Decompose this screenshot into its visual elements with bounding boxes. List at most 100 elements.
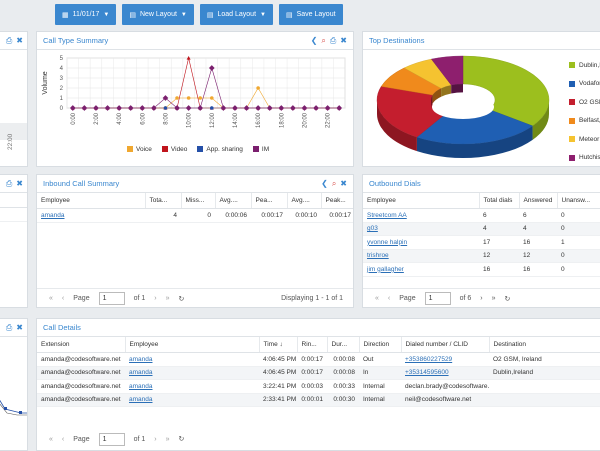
data-point[interactable]	[209, 96, 214, 100]
table-cell[interactable]: trishroe	[363, 249, 479, 263]
legend-item[interactable]: Meteor ...	[569, 130, 600, 149]
column-header[interactable]: Rin...	[297, 337, 328, 353]
data-point[interactable]	[198, 96, 203, 100]
legend-item[interactable]: Hutchis...	[569, 149, 600, 167]
zoom-icon[interactable]: ⌕	[331, 178, 337, 188]
print-icon[interactable]: ⎙	[5, 322, 13, 332]
column-header[interactable]: Total dials	[479, 193, 520, 209]
data-point[interactable]	[139, 105, 146, 111]
column-header[interactable]: Employee	[125, 337, 260, 353]
column-header[interactable]: Destination	[489, 337, 600, 353]
save-layout-button[interactable]: ▤ Save Layout	[278, 4, 343, 25]
print-icon[interactable]: ⎙	[5, 35, 13, 45]
close-icon[interactable]: ✖	[340, 36, 347, 45]
column-header[interactable]: Dialed number / CLID	[401, 337, 490, 353]
table-row[interactable]: Streetcom AA 6 6 0	[363, 208, 600, 223]
data-point[interactable]	[93, 105, 99, 111]
first-page-icon[interactable]: «	[49, 435, 53, 443]
table-row[interactable]: amanda@codesoftware.net amanda 2:33:41 PM 0…	[37, 393, 600, 407]
back-icon[interactable]: ❮	[310, 36, 318, 45]
column-header[interactable]: Employee	[363, 193, 480, 209]
page-input[interactable]: 1	[424, 292, 451, 305]
new-layout-button[interactable]: ▤ New Layout ▼	[122, 4, 194, 25]
data-point[interactable]	[256, 86, 260, 90]
first-page-icon[interactable]: «	[49, 295, 53, 302]
column-header[interactable]: Avg....	[215, 193, 252, 209]
data-point[interactable]	[163, 106, 168, 110]
table-cell[interactable]: amanda	[125, 379, 259, 394]
next-page-icon[interactable]: ›	[154, 295, 157, 302]
back-icon[interactable]: ❮	[321, 179, 328, 188]
column-header[interactable]: Answered	[519, 193, 558, 209]
refresh-icon[interactable]: ↻	[504, 295, 511, 303]
next-page-icon[interactable]: ›	[154, 435, 157, 443]
data-point[interactable]	[127, 105, 134, 111]
legend-item[interactable]: Voice	[127, 146, 152, 153]
column-header[interactable]: Employee	[37, 193, 146, 209]
table-row[interactable]: amanda@codesoftware.net amanda 3:22:41 PM 0…	[37, 379, 600, 394]
last-page-icon[interactable]: »	[165, 295, 170, 302]
table-cell[interactable]: amanda	[125, 352, 259, 367]
print-icon[interactable]: ⎙	[5, 178, 13, 188]
prev-page-icon[interactable]: ‹	[387, 295, 391, 302]
last-page-icon[interactable]: »	[491, 295, 496, 302]
refresh-icon[interactable]: ↻	[178, 295, 185, 303]
table-cell[interactable]: amanda	[125, 393, 259, 407]
column-header[interactable]: Unansw...	[557, 193, 600, 209]
table-cell[interactable]: Streetcom AA	[363, 208, 479, 223]
next-page-icon[interactable]: ›	[480, 295, 483, 302]
table-row[interactable]: g03 4 4 0	[363, 222, 600, 236]
column-header[interactable]: Dur...	[327, 337, 360, 353]
column-header[interactable]: Pea...	[251, 193, 288, 209]
legend-item[interactable]: IM	[252, 146, 269, 153]
table-row[interactable]: jim gallagher 16 16 0	[363, 262, 600, 277]
data-point[interactable]	[175, 96, 179, 100]
prev-page-icon[interactable]: ‹	[61, 295, 65, 302]
table-row[interactable]: amanda@codesoftware.net amanda 4:06:45 PM 0…	[37, 352, 600, 367]
zoom-icon[interactable]: ⌕	[321, 35, 326, 45]
prev-page-icon[interactable]: ‹	[61, 435, 65, 443]
data-point[interactable]	[266, 105, 273, 111]
data-point[interactable]	[209, 106, 214, 110]
legend-item[interactable]: O2 GSM...	[569, 93, 600, 112]
close-icon[interactable]: ✖	[16, 179, 23, 188]
column-header[interactable]: Miss...	[181, 193, 216, 209]
pie-slice[interactable]	[462, 55, 550, 127]
first-page-icon[interactable]: «	[375, 295, 379, 302]
table-row[interactable]: yvonne halpin 17 16 1	[363, 235, 600, 250]
table-cell[interactable]: yvonne halpin	[363, 235, 479, 250]
data-point[interactable]	[278, 105, 285, 111]
legend-item[interactable]: App. sharing	[197, 146, 243, 153]
column-header[interactable]: Peak...	[321, 193, 353, 209]
date-picker-button[interactable]: ▦ 11/01/17 ▼	[55, 4, 117, 25]
close-icon[interactable]: ✖	[16, 323, 23, 332]
legend-item[interactable]: Dublin,Ir...	[569, 56, 600, 75]
load-layout-button[interactable]: ▤ Load Layout ▼	[199, 4, 273, 25]
column-header[interactable]: Avg....	[287, 193, 322, 209]
table-row[interactable]: trishroe 12 12 0	[363, 249, 600, 263]
legend-item[interactable]: Vodafon...	[569, 75, 600, 94]
data-point[interactable]	[69, 105, 76, 111]
legend-item[interactable]: Belfast, ...	[569, 112, 600, 131]
table-cell[interactable]: amanda	[125, 366, 259, 380]
legend-item[interactable]: Video	[161, 146, 187, 153]
column-header[interactable]: Time ↓	[259, 337, 298, 353]
close-icon[interactable]: ✖	[16, 36, 23, 45]
refresh-icon[interactable]: ↻	[178, 436, 185, 443]
table-row[interactable]: amanda 4 0 0:00:06 0:00:17 0:00:10 0:00:17	[37, 208, 353, 223]
table-cell[interactable]: jim gallagher	[363, 262, 479, 277]
page-input[interactable]: 1	[98, 432, 125, 446]
column-header[interactable]: Direction	[359, 337, 402, 353]
table-cell[interactable]: g03	[363, 222, 479, 236]
data-point[interactable]	[186, 56, 191, 60]
table-cell[interactable]: +353860227529	[401, 352, 489, 367]
table-row[interactable]: amanda@codesoftware.net amanda 4:06:45 PM 0…	[37, 366, 600, 380]
data-point[interactable]	[186, 96, 191, 100]
print-icon[interactable]: ⎙	[329, 35, 337, 45]
column-header[interactable]: Extension	[37, 337, 126, 353]
table-cell[interactable]: amanda	[37, 208, 145, 223]
page-input[interactable]: 1	[98, 292, 125, 305]
close-icon[interactable]: ✖	[340, 179, 347, 188]
column-header[interactable]: Tota...	[145, 193, 182, 209]
table-cell[interactable]: +35314595600	[401, 366, 489, 380]
